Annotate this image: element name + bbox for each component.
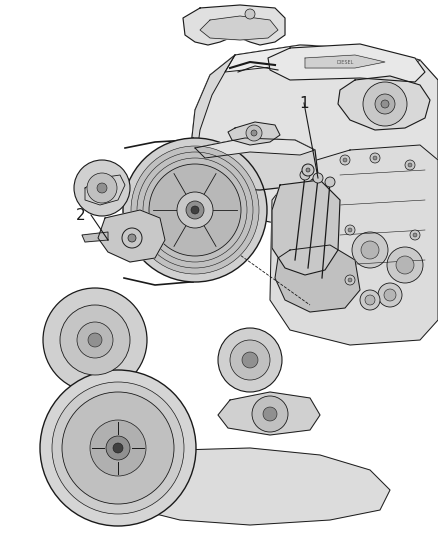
Circle shape [177,192,213,228]
Circle shape [360,290,380,310]
Circle shape [137,152,253,268]
Circle shape [87,173,117,203]
Circle shape [405,160,415,170]
Circle shape [363,82,407,126]
Circle shape [122,228,142,248]
Circle shape [370,153,380,163]
Polygon shape [338,76,430,130]
Circle shape [396,256,414,274]
Text: 2: 2 [76,207,86,222]
Circle shape [245,9,255,19]
Circle shape [361,241,379,259]
Circle shape [131,146,259,274]
Circle shape [343,158,347,162]
Circle shape [300,170,310,180]
Polygon shape [85,175,125,205]
Polygon shape [272,180,340,275]
Circle shape [251,130,257,136]
Circle shape [186,201,204,219]
Polygon shape [190,55,235,160]
Circle shape [246,125,262,141]
Polygon shape [218,392,320,435]
Circle shape [128,234,136,242]
Circle shape [218,328,282,392]
Polygon shape [122,448,390,525]
Polygon shape [190,45,438,230]
Circle shape [52,382,184,514]
Circle shape [149,164,241,256]
Circle shape [410,230,420,240]
Circle shape [77,322,113,358]
Circle shape [345,275,355,285]
Polygon shape [185,138,318,190]
Circle shape [373,156,377,160]
Text: DIESEL: DIESEL [336,61,354,66]
Circle shape [90,420,146,476]
Polygon shape [228,122,280,145]
Circle shape [113,443,123,453]
Circle shape [230,340,270,380]
Circle shape [143,158,247,262]
Circle shape [43,288,147,392]
Circle shape [340,155,350,165]
Circle shape [62,392,174,504]
Circle shape [252,396,288,432]
Circle shape [302,164,314,176]
Circle shape [106,436,130,460]
Circle shape [348,228,352,232]
Polygon shape [270,145,438,345]
Circle shape [97,183,107,193]
Circle shape [123,138,267,282]
Polygon shape [183,5,285,45]
Circle shape [375,94,395,114]
Circle shape [313,173,323,183]
Polygon shape [268,44,425,82]
Circle shape [387,247,423,283]
Circle shape [348,278,352,282]
Polygon shape [200,16,278,40]
Circle shape [88,333,102,347]
Circle shape [365,295,375,305]
Circle shape [345,225,355,235]
Polygon shape [305,55,385,68]
Circle shape [306,168,310,172]
Circle shape [60,305,130,375]
Circle shape [325,177,335,187]
Polygon shape [275,245,360,312]
Circle shape [352,232,388,268]
Circle shape [378,283,402,307]
Polygon shape [225,45,420,72]
Circle shape [40,370,196,526]
Circle shape [191,206,199,214]
Circle shape [381,100,389,108]
Circle shape [384,289,396,301]
Circle shape [242,352,258,368]
Polygon shape [82,232,108,242]
Circle shape [413,233,417,237]
Circle shape [74,160,130,216]
Circle shape [263,407,277,421]
Polygon shape [195,138,315,158]
Polygon shape [98,210,165,262]
Circle shape [408,163,412,167]
Text: 1: 1 [299,95,309,110]
